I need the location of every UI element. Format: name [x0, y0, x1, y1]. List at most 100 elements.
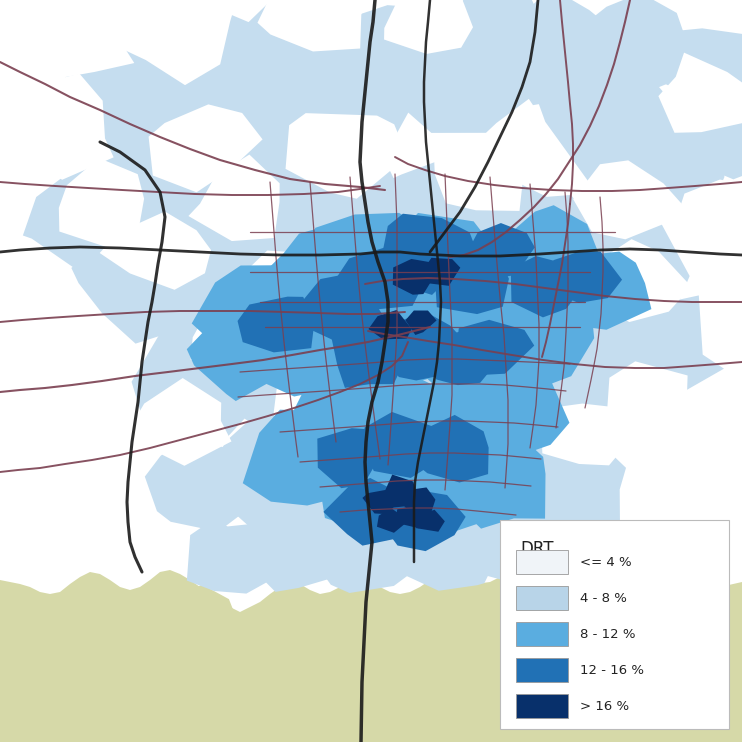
Polygon shape: [416, 510, 444, 532]
Polygon shape: [677, 180, 742, 252]
Polygon shape: [63, 85, 232, 240]
Polygon shape: [441, 182, 619, 337]
Text: <= 4 %: <= 4 %: [580, 556, 631, 568]
Text: > 16 %: > 16 %: [580, 700, 629, 712]
Polygon shape: [486, 206, 605, 303]
Polygon shape: [640, 613, 709, 667]
Polygon shape: [439, 0, 542, 73]
Polygon shape: [86, 595, 171, 644]
Polygon shape: [407, 31, 548, 133]
Polygon shape: [606, 361, 688, 443]
Polygon shape: [524, 191, 689, 318]
Polygon shape: [485, 428, 626, 532]
Polygon shape: [370, 312, 470, 381]
Polygon shape: [289, 270, 499, 441]
Polygon shape: [110, 0, 237, 85]
Polygon shape: [548, 252, 622, 303]
Bar: [516, 658, 568, 682]
Polygon shape: [211, 415, 338, 541]
Polygon shape: [454, 433, 545, 528]
Polygon shape: [371, 622, 466, 681]
Polygon shape: [369, 310, 412, 339]
Polygon shape: [404, 487, 436, 516]
Polygon shape: [128, 11, 259, 131]
Polygon shape: [305, 213, 437, 328]
Polygon shape: [247, 226, 389, 341]
Polygon shape: [519, 609, 637, 677]
Polygon shape: [380, 490, 466, 551]
Polygon shape: [523, 672, 595, 708]
Polygon shape: [395, 505, 427, 528]
Polygon shape: [59, 158, 144, 247]
Polygon shape: [541, 404, 637, 465]
Polygon shape: [257, 0, 370, 51]
Polygon shape: [236, 610, 318, 677]
Polygon shape: [154, 191, 326, 316]
Polygon shape: [154, 585, 243, 658]
Polygon shape: [243, 410, 358, 505]
Polygon shape: [362, 490, 396, 514]
Polygon shape: [331, 323, 410, 388]
Polygon shape: [139, 378, 232, 466]
Polygon shape: [297, 595, 398, 663]
Polygon shape: [270, 62, 422, 162]
Polygon shape: [571, 0, 703, 90]
Bar: [516, 586, 568, 610]
Polygon shape: [322, 361, 464, 466]
Polygon shape: [286, 113, 409, 199]
Polygon shape: [319, 430, 436, 540]
Polygon shape: [293, 275, 384, 343]
Polygon shape: [438, 631, 529, 695]
Polygon shape: [658, 53, 742, 133]
Polygon shape: [639, 28, 742, 113]
Polygon shape: [0, 73, 114, 180]
Polygon shape: [429, 662, 488, 699]
Polygon shape: [195, 308, 404, 439]
Polygon shape: [247, 505, 358, 592]
Polygon shape: [363, 498, 501, 591]
Polygon shape: [510, 256, 580, 318]
Polygon shape: [323, 5, 449, 125]
Polygon shape: [377, 508, 409, 533]
Polygon shape: [0, 570, 742, 742]
Polygon shape: [590, 239, 692, 322]
Polygon shape: [230, 0, 351, 92]
Polygon shape: [383, 475, 416, 508]
Polygon shape: [191, 266, 314, 364]
Polygon shape: [567, 279, 724, 408]
Polygon shape: [435, 248, 509, 314]
Polygon shape: [321, 289, 451, 392]
FancyBboxPatch shape: [500, 520, 729, 729]
Polygon shape: [364, 412, 438, 478]
Polygon shape: [274, 373, 377, 449]
Polygon shape: [148, 105, 263, 192]
Text: 12 - 16 %: 12 - 16 %: [580, 663, 644, 677]
Polygon shape: [405, 310, 436, 335]
Polygon shape: [398, 285, 528, 392]
Polygon shape: [187, 520, 274, 594]
Polygon shape: [237, 297, 314, 352]
Polygon shape: [603, 588, 683, 649]
Polygon shape: [131, 324, 272, 456]
Polygon shape: [447, 246, 559, 327]
Text: DRT: DRT: [520, 540, 554, 558]
Polygon shape: [467, 223, 535, 279]
Polygon shape: [287, 376, 395, 470]
Polygon shape: [318, 428, 384, 488]
Polygon shape: [412, 281, 600, 441]
Polygon shape: [191, 294, 283, 372]
Polygon shape: [20, 9, 134, 81]
Polygon shape: [174, 637, 239, 680]
Text: 4 - 8 %: 4 - 8 %: [580, 591, 627, 605]
Polygon shape: [459, 275, 565, 369]
Polygon shape: [145, 437, 272, 532]
Polygon shape: [59, 22, 182, 129]
Polygon shape: [667, 661, 733, 703]
Polygon shape: [407, 368, 519, 470]
Polygon shape: [605, 112, 729, 210]
Polygon shape: [413, 387, 506, 456]
Polygon shape: [240, 302, 373, 396]
Polygon shape: [669, 96, 742, 180]
Polygon shape: [331, 157, 509, 318]
Polygon shape: [379, 450, 502, 533]
